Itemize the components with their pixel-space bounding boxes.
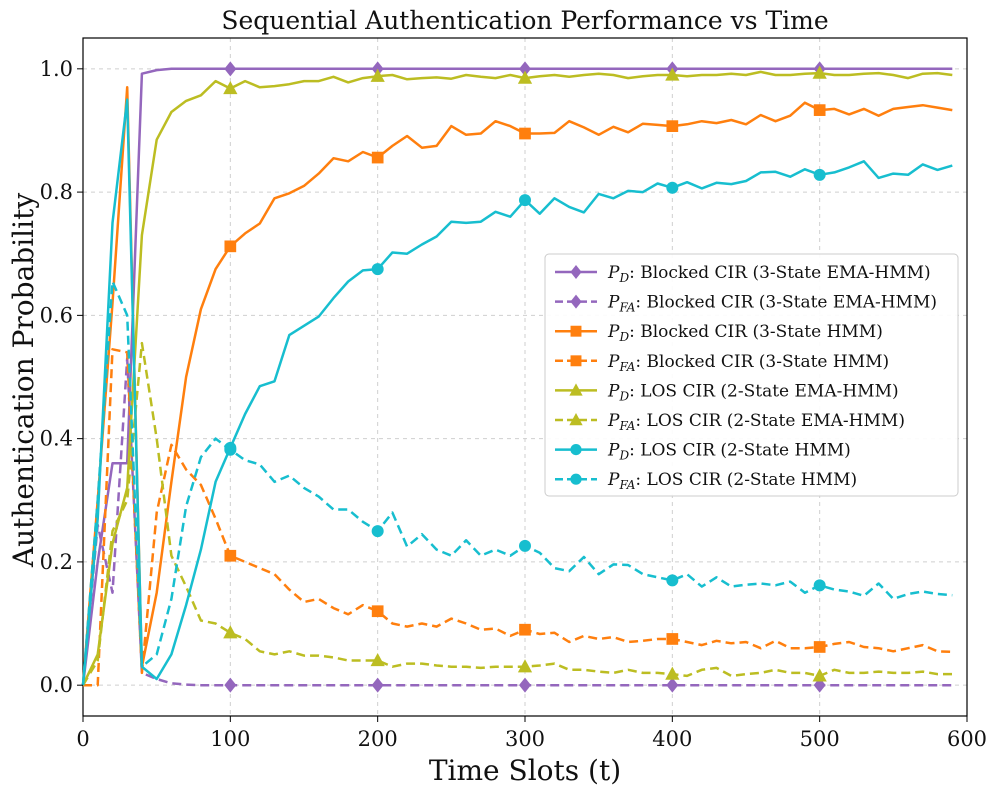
chart-title: Sequential Authentication Performance vs…: [221, 6, 828, 35]
series-point: [665, 67, 680, 81]
x-tick-label: 0: [76, 727, 89, 751]
series-point: [666, 120, 679, 132]
series-point: [371, 263, 384, 276]
legend-item: PFA: LOS CIR (2-State HMM): [555, 470, 857, 492]
legend-marker: [569, 413, 583, 426]
series-layer: [81, 61, 953, 693]
series-point: [224, 61, 237, 77]
series-point: [519, 127, 531, 140]
x-tick-label: 200: [358, 727, 398, 751]
legend-label: PD: LOS CIR (2-State EMA-HMM): [607, 381, 899, 403]
series-point: [517, 70, 533, 84]
legend-marker: [570, 325, 582, 337]
legend-box: [544, 253, 959, 497]
series-7: [81, 280, 953, 686]
legend-label: PD: Blocked CIR (3-State EMA-HMM): [607, 263, 931, 285]
series-point: [519, 194, 531, 207]
series-point: [519, 677, 531, 693]
x-tick-label: 500: [800, 727, 840, 751]
series-point: [813, 168, 826, 181]
series-3: [83, 348, 953, 687]
legend-marker: [570, 294, 582, 309]
legend-marker: [570, 473, 582, 485]
series-point: [813, 641, 826, 653]
y-tick-label: 0.0: [40, 673, 73, 697]
legend-marker: [570, 355, 582, 367]
legend-item: PFA: LOS CIR (2-State EMA-HMM): [555, 411, 905, 433]
ticks: 0 100 200 300 400 500 600 0.0 0.2 0.4 0.6 0.8 1.0: [40, 57, 987, 751]
y-tick-label: 1.0: [40, 57, 73, 81]
legend-marker: [569, 383, 583, 396]
legend-label: PFA: LOS CIR (2-State EMA-HMM): [607, 411, 905, 433]
series-point: [519, 61, 531, 77]
legend-item: PD: Blocked CIR (3-State HMM): [555, 322, 883, 344]
legend-label: PFA: Blocked CIR (3-State EMA-HMM): [607, 293, 937, 315]
series-point: [371, 525, 384, 538]
series-point: [371, 677, 384, 693]
series-line: [81, 67, 953, 686]
legend-item: PD: LOS CIR (2-State EMA-HMM): [555, 381, 899, 403]
x-tick-label: 400: [652, 727, 692, 751]
series-point: [666, 677, 679, 693]
y-tick-label: 0.8: [40, 180, 73, 204]
legend-label: PD: LOS CIR (2-State HMM): [607, 441, 851, 463]
series-point: [519, 623, 531, 636]
series-point: [224, 677, 237, 693]
series-point: [666, 633, 679, 645]
series-2: [81, 86, 953, 686]
legend-label: PD: Blocked CIR (3-State HMM): [607, 322, 883, 344]
series-point: [224, 443, 237, 456]
series-point: [371, 605, 384, 618]
series-point: [224, 240, 237, 253]
series-point: [813, 579, 826, 592]
legend-item: PD: LOS CIR (2-State HMM): [555, 441, 851, 463]
y-tick-label: 0.4: [40, 427, 73, 451]
series-point: [371, 151, 384, 164]
series-line: [83, 348, 953, 687]
legend: PD: Blocked CIR (3-State EMA-HMM) PFA: Bl…: [544, 253, 959, 497]
series-point: [224, 549, 237, 562]
series-point: [665, 666, 680, 680]
x-axis-label: Time Slots (t): [429, 754, 621, 787]
legend-label: PFA: LOS CIR (2-State HMM): [607, 470, 857, 492]
series-point: [223, 625, 238, 639]
x-tick-label: 100: [210, 727, 250, 751]
series-point: [370, 653, 385, 667]
series-point: [666, 181, 679, 194]
legend-label: PFA: Blocked CIR (3-State HMM): [607, 352, 889, 374]
series-point: [517, 659, 533, 673]
y-tick-label: 0.2: [40, 550, 73, 574]
legend-item: PFA: Blocked CIR (3-State HMM): [555, 352, 889, 374]
series-point: [370, 68, 385, 82]
series-point: [813, 104, 826, 116]
legend-item: PD: Blocked CIR (3-State EMA-HMM): [555, 263, 931, 285]
y-axis-label: Authentication Probability: [7, 193, 40, 568]
series-point: [519, 539, 531, 552]
legend-marker: [570, 444, 582, 456]
series-5: [81, 341, 953, 686]
series-point: [223, 81, 238, 95]
x-tick-label: 300: [505, 727, 545, 751]
series-point: [812, 65, 827, 79]
series-point: [666, 574, 679, 587]
series-point: [812, 668, 827, 682]
legend-item: PFA: Blocked CIR (3-State EMA-HMM): [555, 293, 937, 315]
legend-marker: [570, 265, 582, 279]
y-tick-label: 0.6: [40, 303, 73, 327]
x-tick-label: 600: [947, 727, 987, 751]
series-4: [81, 65, 953, 686]
